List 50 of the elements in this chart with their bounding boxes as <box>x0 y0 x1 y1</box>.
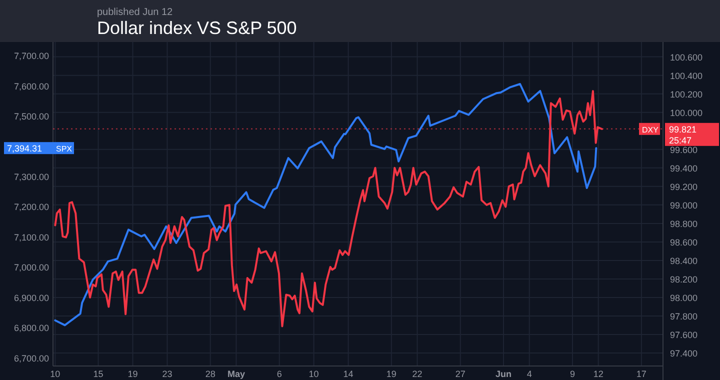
x-tick-label: 10 <box>50 369 60 379</box>
x-tick-label: 19 <box>386 369 396 379</box>
x-tick-label: 12 <box>593 369 604 379</box>
y2-tick-label: 99.600 <box>670 144 698 155</box>
y-tick-label: 7,100.00 <box>14 232 49 242</box>
ref-line-label: 99.821 <box>669 124 697 134</box>
y-tick-label: 7,300.00 <box>14 172 49 182</box>
y2-tick-label: 98.600 <box>670 237 698 248</box>
x-tick-label: 6 <box>276 369 282 379</box>
x-tick-label: 19 <box>128 369 138 379</box>
y2-tick-label: 98.800 <box>670 218 698 229</box>
x-tick-label: Jun <box>495 369 512 379</box>
text: SPX <box>56 144 73 154</box>
y2-tick-label: 100.400 <box>670 70 703 81</box>
y2-tick-label: 100.000 <box>670 108 703 118</box>
x-tick-label: 15 <box>93 369 104 379</box>
y-tick-label: 7,700.00 <box>14 51 49 62</box>
y2-tick-label: 99.400 <box>670 163 698 174</box>
y-tick-label: 7,200.00 <box>14 202 49 212</box>
y-tick-label: 6,900.00 <box>14 292 49 303</box>
y2-tick-label: 100.200 <box>670 89 703 100</box>
x-tick-label: 17 <box>636 369 646 379</box>
y-tick-label: 7,600.00 <box>14 81 49 92</box>
y-tick-label: 7,500.00 <box>14 112 49 122</box>
y2-tick-label: 100.600 <box>670 52 703 62</box>
y-tick-label: 6,800.00 <box>14 323 49 334</box>
y2-tick-label: 99.000 <box>670 200 698 210</box>
y-tick-label: 7,000.00 <box>14 262 49 273</box>
y-tick-label: 6,700.00 <box>14 353 49 364</box>
x-tick-label: 28 <box>205 369 216 379</box>
y2-tick-label: 98.000 <box>670 292 698 303</box>
y2-tick-label: 98.400 <box>670 256 698 266</box>
x-tick-label: 22 <box>412 369 422 379</box>
text: 7,394.31 <box>7 144 42 154</box>
x-tick-label: 14 <box>343 369 354 379</box>
x-tick-label: 9 <box>570 369 575 379</box>
y2-tick-label: 97.800 <box>670 312 698 322</box>
x-tick-label: 23 <box>162 369 172 379</box>
y2-tick-label: 99.200 <box>670 182 698 192</box>
chart-subtitle: published Jun 12 <box>97 7 174 18</box>
x-tick-label: 4 <box>526 369 532 379</box>
x-tick-label: May <box>227 369 245 379</box>
y2-tick-label: 97.400 <box>670 348 698 359</box>
x-tick-label: 10 <box>308 369 319 379</box>
text: DXY <box>642 125 660 134</box>
text: 25:47 <box>669 135 692 146</box>
x-tick-label: 27 <box>455 369 466 379</box>
chart-title: Dollar index VS S&P 500 <box>97 18 297 38</box>
y2-tick-label: 98.200 <box>670 274 698 284</box>
y2-tick-label: 97.600 <box>670 330 698 340</box>
